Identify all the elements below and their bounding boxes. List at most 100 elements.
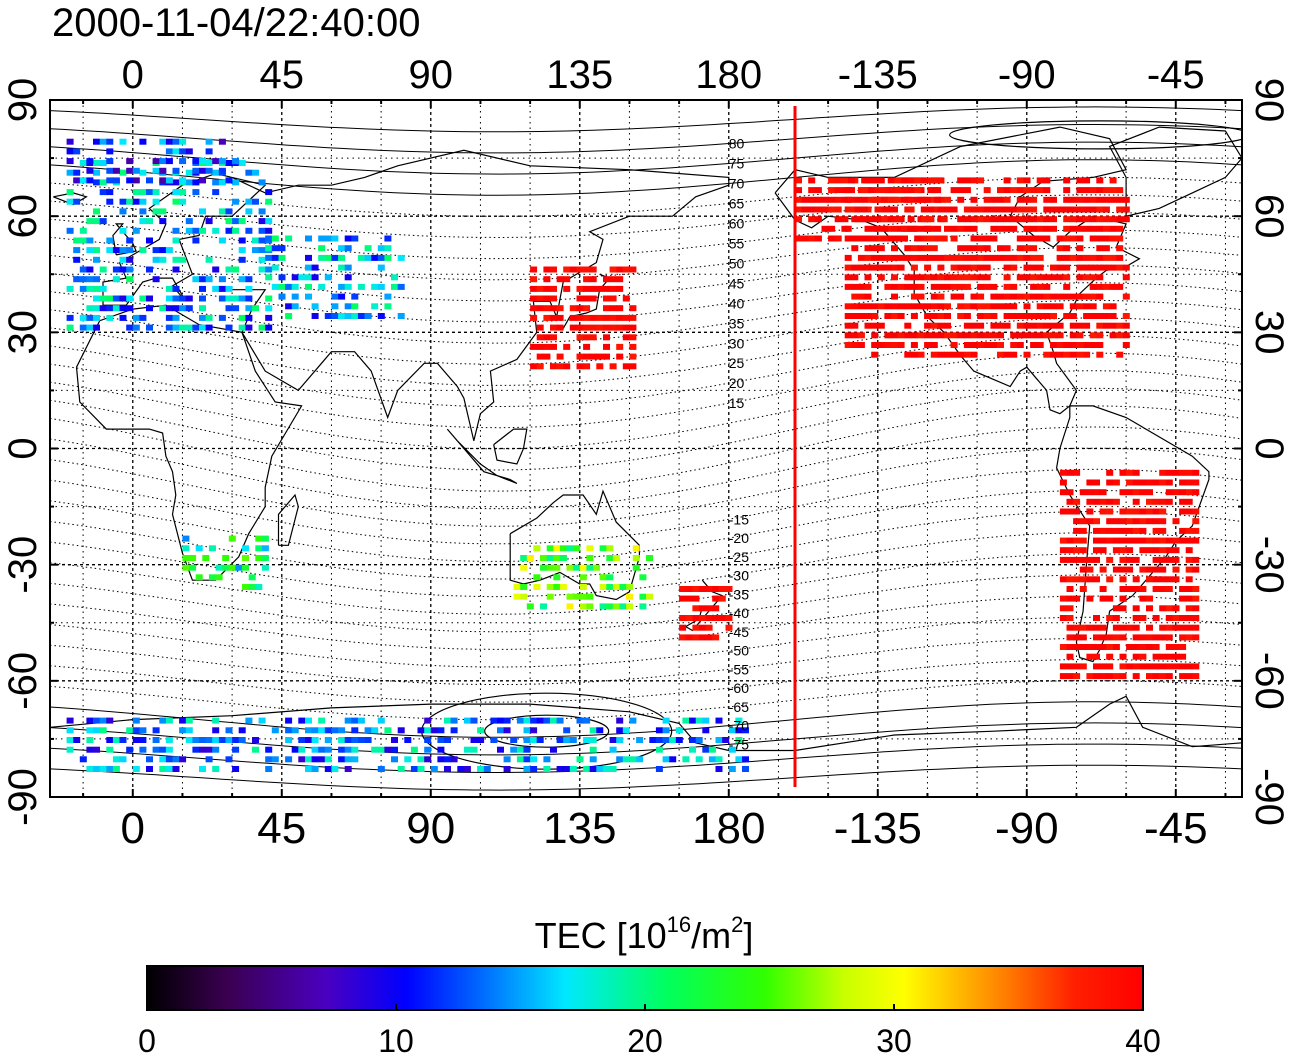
tec-cell: [245, 285, 253, 292]
tec-cell: [655, 737, 663, 743]
contour-line: [50, 574, 1242, 633]
tec-cell: [1073, 527, 1081, 534]
tec-cell: [944, 313, 951, 319]
tec-cell: [569, 305, 577, 312]
tec-cell: [1050, 322, 1057, 329]
tec-cell: [559, 545, 567, 552]
tec-cell: [278, 274, 286, 281]
tec-cell: [311, 756, 319, 763]
tec-cell: [93, 138, 100, 145]
tec-cell: [132, 324, 140, 331]
tec-cell: [576, 717, 584, 724]
tec-cell: [159, 746, 167, 753]
tec-cell: [1086, 566, 1094, 573]
tec-cell: [1132, 663, 1140, 670]
tec-cell: [265, 295, 273, 302]
tec-cell: [1179, 615, 1187, 621]
tec-cell: [1066, 595, 1074, 602]
tec-cell: [1089, 264, 1097, 271]
tec-cell: [258, 324, 266, 331]
tec-cell: [1122, 196, 1130, 203]
tec-cell: [1010, 216, 1018, 223]
tec-cell: [1066, 489, 1074, 496]
tec-cell: [586, 593, 594, 600]
tec-cell: [867, 196, 875, 203]
tec-cell: [139, 314, 147, 321]
tec-cell: [579, 593, 587, 600]
tec-cell: [616, 285, 624, 292]
tec-cell: [977, 303, 985, 310]
tec-cell: [225, 218, 233, 225]
tec-cell: [874, 225, 882, 232]
tec-cell: [881, 187, 889, 194]
tec-cell: [569, 266, 577, 273]
tec-cell: [490, 717, 498, 724]
tec-cell: [550, 717, 557, 724]
tec-cell: [265, 254, 273, 261]
tec-cell: [857, 332, 865, 339]
tec-cell: [814, 235, 822, 242]
tec-cell: [1159, 576, 1167, 583]
tec-cell: [1096, 283, 1104, 290]
tec-cell: [1102, 187, 1110, 194]
tec-cell: [371, 303, 379, 310]
tec-cell: [904, 322, 912, 329]
lat-label: 90: [1, 78, 45, 123]
tec-cell: [1073, 537, 1081, 544]
tec-cell: [364, 727, 372, 734]
tec-cell: [1069, 303, 1077, 310]
tec-cell: [1076, 274, 1084, 281]
tec-cell: [1139, 615, 1147, 621]
tec-cell: [318, 756, 326, 763]
tec-cell: [940, 235, 948, 242]
tec-cell: [970, 177, 978, 184]
tec-cell: [218, 237, 226, 244]
tec-cell: [725, 624, 733, 631]
tec-cell: [920, 206, 928, 213]
tec-cell: [318, 245, 326, 252]
tec-cell: [1132, 518, 1140, 525]
tec-cell: [192, 324, 200, 331]
tec-cell: [543, 717, 551, 724]
tec-cell: [225, 756, 233, 763]
tec-cell: [1112, 615, 1120, 621]
contour-line: [50, 247, 1242, 302]
tec-cell: [172, 179, 180, 186]
lon-label: 90: [406, 804, 455, 853]
tec-cell: [146, 295, 153, 302]
tec-cell: [997, 216, 1004, 223]
tec-cell: [126, 305, 134, 312]
tec-cell: [1132, 586, 1140, 592]
tec-cell: [861, 216, 869, 223]
tec-cell: [79, 276, 87, 283]
tec-cell: [735, 727, 743, 734]
tec-cell: [1093, 547, 1100, 554]
tec-cell: [990, 283, 998, 290]
tec-cell: [1050, 216, 1057, 223]
tec-cell: [1122, 274, 1130, 281]
tec-cell: [265, 245, 273, 252]
tec-cell: [1179, 663, 1187, 670]
tec-cell: [119, 305, 127, 312]
tec-cell: [444, 737, 451, 743]
tec-cell: [990, 332, 998, 339]
tec-cell: [622, 727, 630, 734]
tec-cell: [950, 274, 958, 281]
tec-cell: [285, 235, 293, 242]
tec-cell: [563, 766, 571, 772]
tec-cell: [728, 727, 736, 734]
tec-cell: [1036, 283, 1044, 290]
tec-cell: [871, 235, 879, 242]
tec-cell: [258, 208, 266, 215]
tec-cell: [258, 717, 266, 724]
tec-cell: [159, 158, 167, 165]
tec-cell: [910, 303, 918, 310]
tec-cell: [848, 206, 855, 213]
tec-cell: [212, 227, 220, 234]
tec-cell: [212, 737, 220, 743]
tec-cell: [1112, 673, 1120, 680]
tec-cell: [576, 324, 584, 331]
tec-cell: [543, 305, 551, 312]
tec-cell: [364, 245, 372, 252]
tec-cell: [93, 247, 100, 254]
